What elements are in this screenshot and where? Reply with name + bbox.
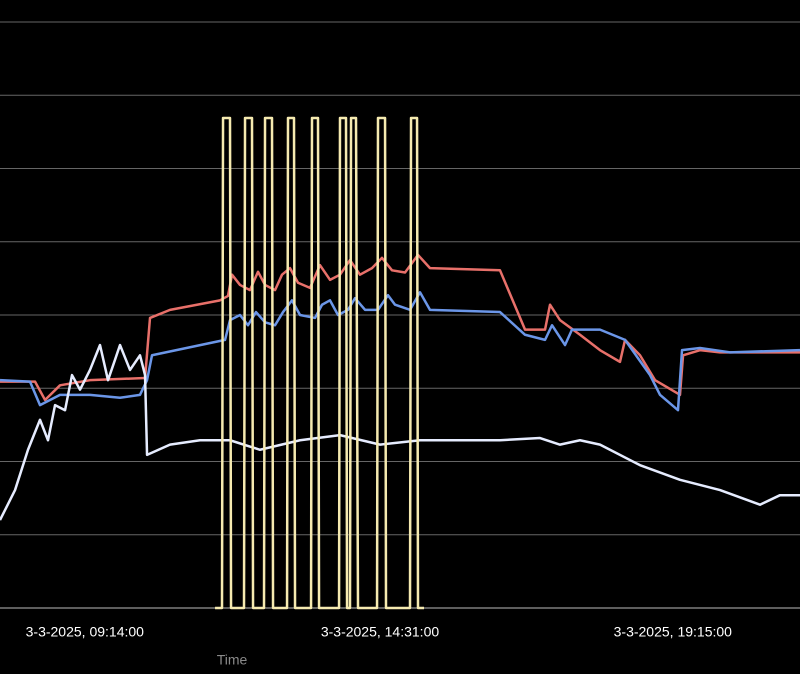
x-tick-label: 3-3-2025, 14:31:00 [321,624,440,640]
series-line [0,343,800,521]
x-tick-label: 3-3-2025, 19:15:00 [614,624,733,640]
x-tick-label: 3-3-2025, 09:14:00 [26,624,145,640]
x-axis-title: Time [217,652,248,668]
series-line [215,116,424,610]
series-line [0,291,800,412]
